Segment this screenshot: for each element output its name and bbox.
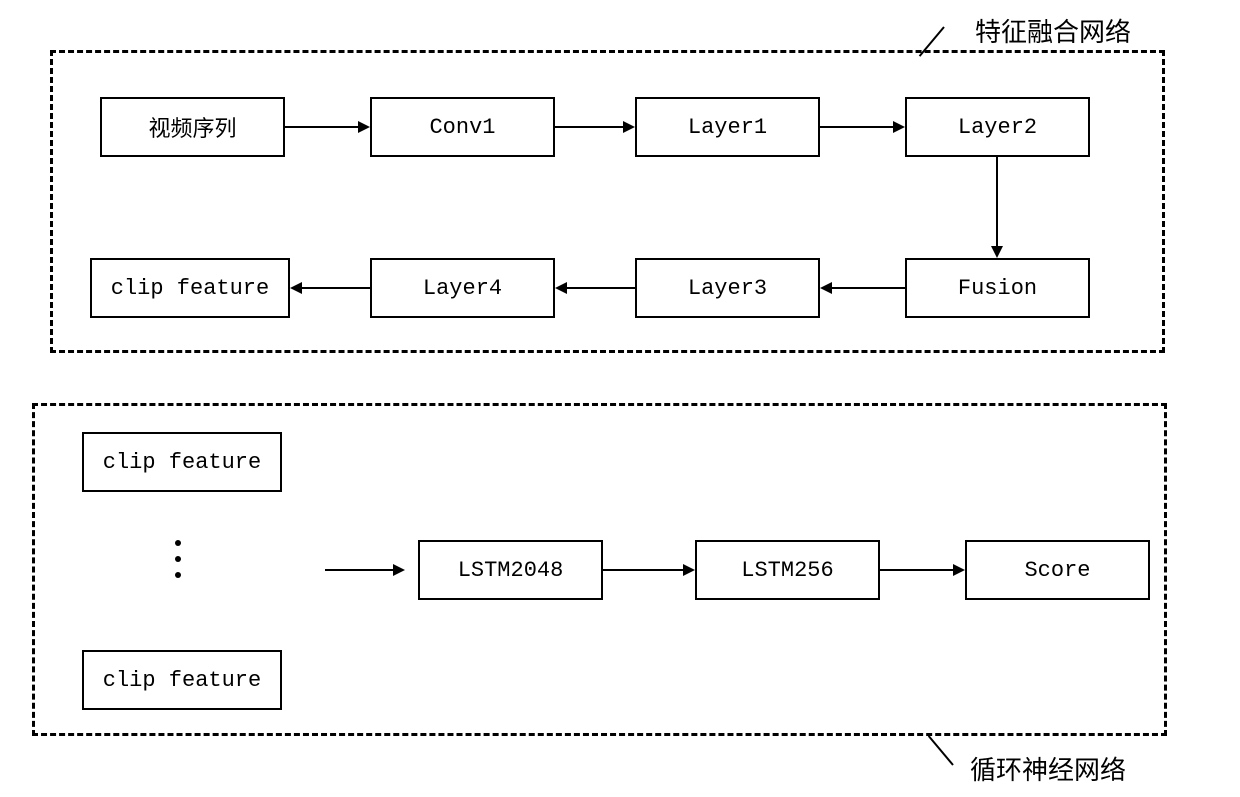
- arrow-video-conv1: [285, 126, 358, 128]
- arrow-layer4-clipfeature: [302, 287, 370, 289]
- arrow-fusion-layer3: [832, 287, 905, 289]
- arrow-head-lstm2048-lstm256: [683, 564, 695, 576]
- node-layer1: Layer1: [635, 97, 820, 157]
- arrow-head-video-conv1: [358, 121, 370, 133]
- node-conv1: Conv1: [370, 97, 555, 157]
- bottom-label-leader: [928, 735, 954, 765]
- node-layer3: Layer3: [635, 258, 820, 318]
- arrow-head-fusion-layer3: [820, 282, 832, 294]
- arrow-head-layer4-clipfeature: [290, 282, 302, 294]
- node-layer2: Layer2: [905, 97, 1090, 157]
- arrow-head-conv1-layer1: [623, 121, 635, 133]
- arrow-lstm2048-lstm256: [603, 569, 683, 571]
- arrow-layer1-layer2: [820, 126, 893, 128]
- arrow-conv1-layer1: [555, 126, 623, 128]
- vertical-ellipsis: [175, 540, 181, 578]
- arrow-head-layer3-layer4: [555, 282, 567, 294]
- top-region-label: 特征融合网络: [975, 12, 1131, 49]
- arrow-head-layer2-fusion: [991, 246, 1003, 258]
- node-video-sequence: 视频序列: [100, 97, 285, 157]
- node-clip-feature-bottom: clip feature: [82, 650, 282, 710]
- node-layer4: Layer4: [370, 258, 555, 318]
- node-fusion: Fusion: [905, 258, 1090, 318]
- node-score: Score: [965, 540, 1150, 600]
- node-lstm256: LSTM256: [695, 540, 880, 600]
- arrow-layer3-layer4: [567, 287, 635, 289]
- node-clip-feature: clip feature: [90, 258, 290, 318]
- arrow-head-layer1-layer2: [893, 121, 905, 133]
- bottom-region-label: 循环神经网络: [970, 750, 1126, 787]
- arrow-head-lstm256-score: [953, 564, 965, 576]
- arrow-lstm256-score: [880, 569, 953, 571]
- node-clip-feature-top: clip feature: [82, 432, 282, 492]
- arrow-head-clip-lstm2048: [393, 564, 405, 576]
- arrow-layer2-fusion: [996, 157, 998, 246]
- node-lstm2048: LSTM2048: [418, 540, 603, 600]
- arrow-clip-lstm2048: [325, 569, 393, 571]
